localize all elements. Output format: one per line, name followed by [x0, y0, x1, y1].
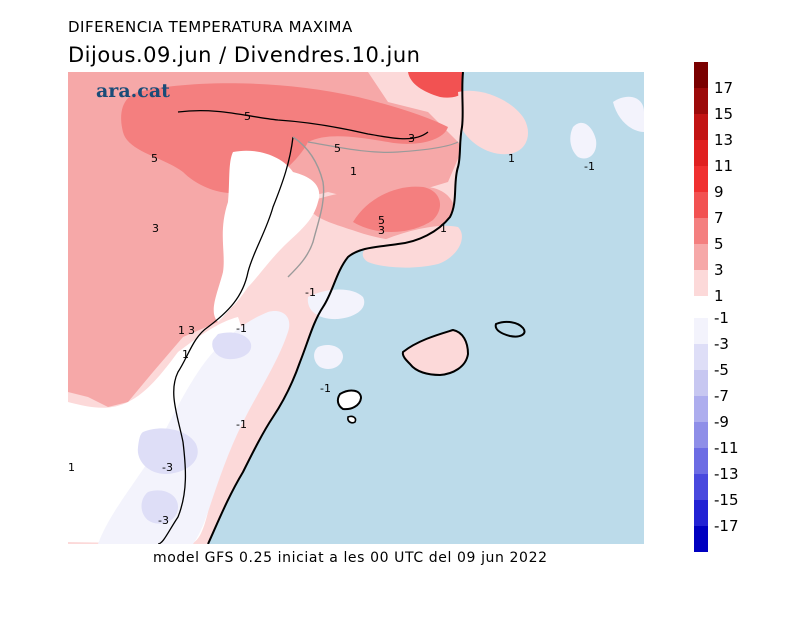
sea-area	[208, 72, 644, 544]
coastline	[207, 72, 464, 544]
legend-swatch	[694, 318, 708, 344]
legend-label: 15	[714, 105, 733, 123]
sea-plus1-patch-north	[458, 90, 528, 155]
contour-label: 1	[182, 348, 189, 361]
sea-minus1-patch-mid	[307, 289, 365, 320]
legend-swatch	[694, 166, 708, 192]
contour-label: 5	[378, 214, 385, 227]
mallorca-island	[401, 328, 470, 377]
contour-fill-minus1-south	[98, 311, 290, 544]
legend-label: -13	[714, 465, 739, 483]
ibiza-island	[336, 389, 363, 411]
legend-label: -11	[714, 439, 739, 457]
legend-label: 11	[714, 157, 733, 175]
legend-swatch	[694, 218, 708, 244]
sea-minus1-patch-south	[314, 345, 343, 369]
legend-label: -7	[714, 387, 729, 405]
legend-label: 9	[714, 183, 724, 201]
legend-label: 3	[714, 261, 724, 279]
legend-label: 5	[714, 235, 724, 253]
contour-label: 3	[188, 324, 195, 337]
ara-cat-logo: ara.cat	[96, 80, 170, 102]
legend-swatch	[694, 500, 708, 526]
contour-label: 1	[440, 222, 447, 235]
map-title: DIFERENCIA TEMPERATURA MAXIMA	[68, 18, 353, 36]
legend-swatch	[694, 474, 708, 500]
legend-swatch	[694, 344, 708, 370]
legend-swatch	[694, 62, 708, 88]
legend-label: -9	[714, 413, 729, 431]
formentera-island	[347, 415, 357, 424]
legend-label: 13	[714, 131, 733, 149]
legend-label: 7	[714, 209, 724, 227]
contour-label: 1	[350, 165, 357, 178]
legend-label: 17	[714, 79, 733, 97]
contour-fill-minus3-patch-2	[212, 332, 252, 360]
contour-label: 5	[244, 110, 251, 123]
contour-label: 3	[408, 132, 415, 145]
contour-fill-plus5-coast	[353, 186, 441, 232]
legend-label: 1	[714, 287, 724, 305]
contour-label: -1	[305, 286, 316, 299]
contour-label: -1	[320, 382, 331, 395]
temperature-difference-map: ara.cat 5 5 5 5 3 3 3 3 1 1 1 1 1 1 -1 -…	[68, 72, 644, 544]
contour-label: -1	[68, 72, 79, 75]
sea-minus1-patch-east	[570, 122, 597, 159]
model-run-footer: model GFS 0.25 iniciat a les 00 UTC del …	[153, 550, 548, 566]
regional-border-west	[157, 136, 294, 544]
contour-label: 1	[508, 152, 515, 165]
contour-label: 5	[151, 152, 158, 165]
legend-swatch	[694, 114, 708, 140]
legend-label: -3	[714, 335, 729, 353]
regional-border-inner	[287, 136, 325, 278]
legend-swatch	[694, 192, 708, 218]
contour-fill-minus3-patch-3	[141, 490, 178, 524]
contour-label: 5	[334, 142, 341, 155]
legend-swatch	[694, 140, 708, 166]
legend-swatch	[694, 244, 708, 270]
legend-swatch	[694, 396, 708, 422]
contour-fill-plus7-top	[408, 72, 476, 98]
contour-label: -1	[236, 322, 247, 335]
legend-label: -17	[714, 517, 739, 535]
date-range-subtitle: Dijous.09.jun / Divendres.10.jun	[68, 43, 421, 67]
legend-swatch	[694, 526, 708, 552]
contour-label: -1	[584, 160, 595, 173]
contour-label: -3	[158, 514, 169, 527]
legend-label: -1	[714, 309, 729, 327]
sea-plus1-patch-coast	[362, 225, 462, 268]
legend-swatch	[694, 370, 708, 396]
contour-fill-zero-interior	[213, 150, 320, 322]
legend-swatch	[694, 88, 708, 114]
legend-swatch	[694, 270, 708, 296]
contour-label: 1	[68, 461, 75, 474]
legend-swatch	[694, 422, 708, 448]
contour-label: 3	[152, 222, 159, 235]
contour-label: -1	[236, 418, 247, 431]
regional-border-north	[177, 109, 429, 140]
contour-label: 3	[378, 224, 385, 237]
legend-swatch	[694, 448, 708, 474]
legend-label: -15	[714, 491, 739, 509]
menorca-island	[494, 320, 526, 338]
contour-label: 1	[178, 324, 185, 337]
sea-minus1-patch-ne	[613, 96, 644, 132]
legend-label: -5	[714, 361, 729, 379]
contour-label: -3	[162, 461, 173, 474]
regional-border-grey-coast	[307, 141, 459, 153]
color-scale-legend: 17 15 13 11 9 7 5 3 1 -1 -3 -5 -7 -9 -11 -13 -15 -17	[694, 62, 739, 552]
